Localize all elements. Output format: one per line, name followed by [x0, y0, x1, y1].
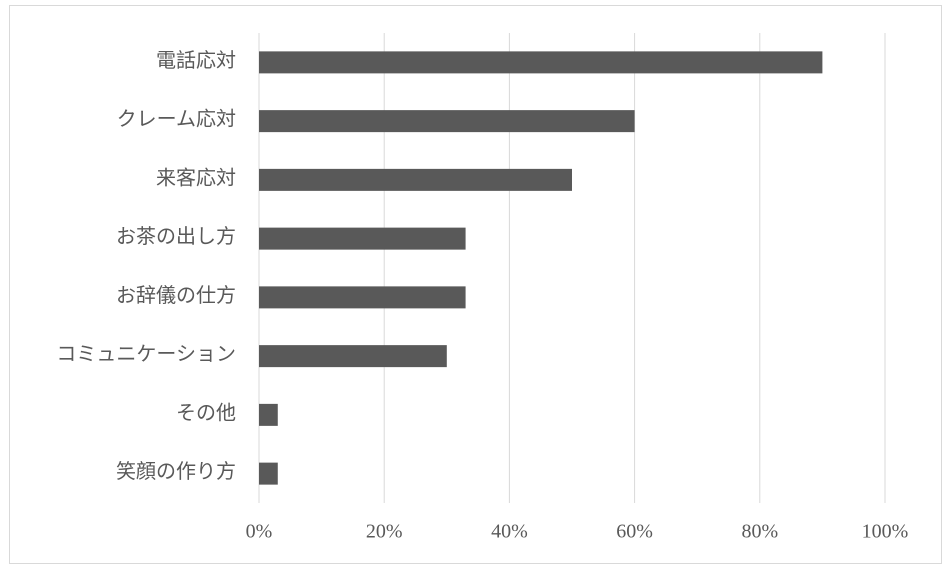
y-tick-label: 来客応対	[156, 166, 236, 189]
x-tick-label: 60%	[616, 521, 653, 543]
y-tick-label: 笑顔の作り方	[116, 460, 236, 483]
bar	[259, 462, 278, 485]
bar	[259, 227, 466, 250]
x-tick-label: 0%	[246, 521, 273, 543]
bar	[259, 345, 447, 368]
x-tick-label: 40%	[491, 521, 528, 543]
bar	[259, 403, 278, 426]
y-tick-label: その他	[176, 401, 236, 424]
y-tick-label: コミュニケーション	[56, 344, 236, 366]
x-tick-label: 100%	[862, 521, 909, 543]
y-tick-label: お辞儀の仕方	[116, 284, 236, 307]
x-tick-label: 20%	[366, 521, 403, 543]
y-tick-label: クレーム応対	[117, 108, 236, 131]
bar	[259, 51, 823, 74]
chart-frame	[9, 5, 942, 564]
y-tick-label: お茶の出し方	[116, 225, 236, 248]
x-tick-label: 80%	[741, 521, 778, 543]
y-tick-label: 電話応対	[156, 49, 236, 72]
bar	[259, 168, 572, 191]
bar	[259, 286, 466, 309]
bar	[259, 110, 635, 133]
